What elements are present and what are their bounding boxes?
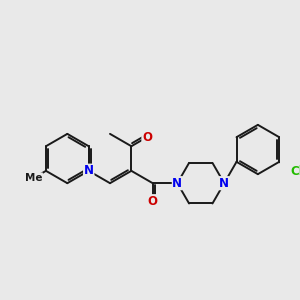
Text: N: N [84,164,94,177]
Text: Me: Me [25,173,42,183]
Text: O: O [148,195,158,208]
Text: N: N [172,177,182,190]
Text: O: O [142,131,152,144]
Text: N: N [84,164,94,177]
Text: Cl: Cl [290,165,300,178]
Text: N: N [219,177,229,190]
